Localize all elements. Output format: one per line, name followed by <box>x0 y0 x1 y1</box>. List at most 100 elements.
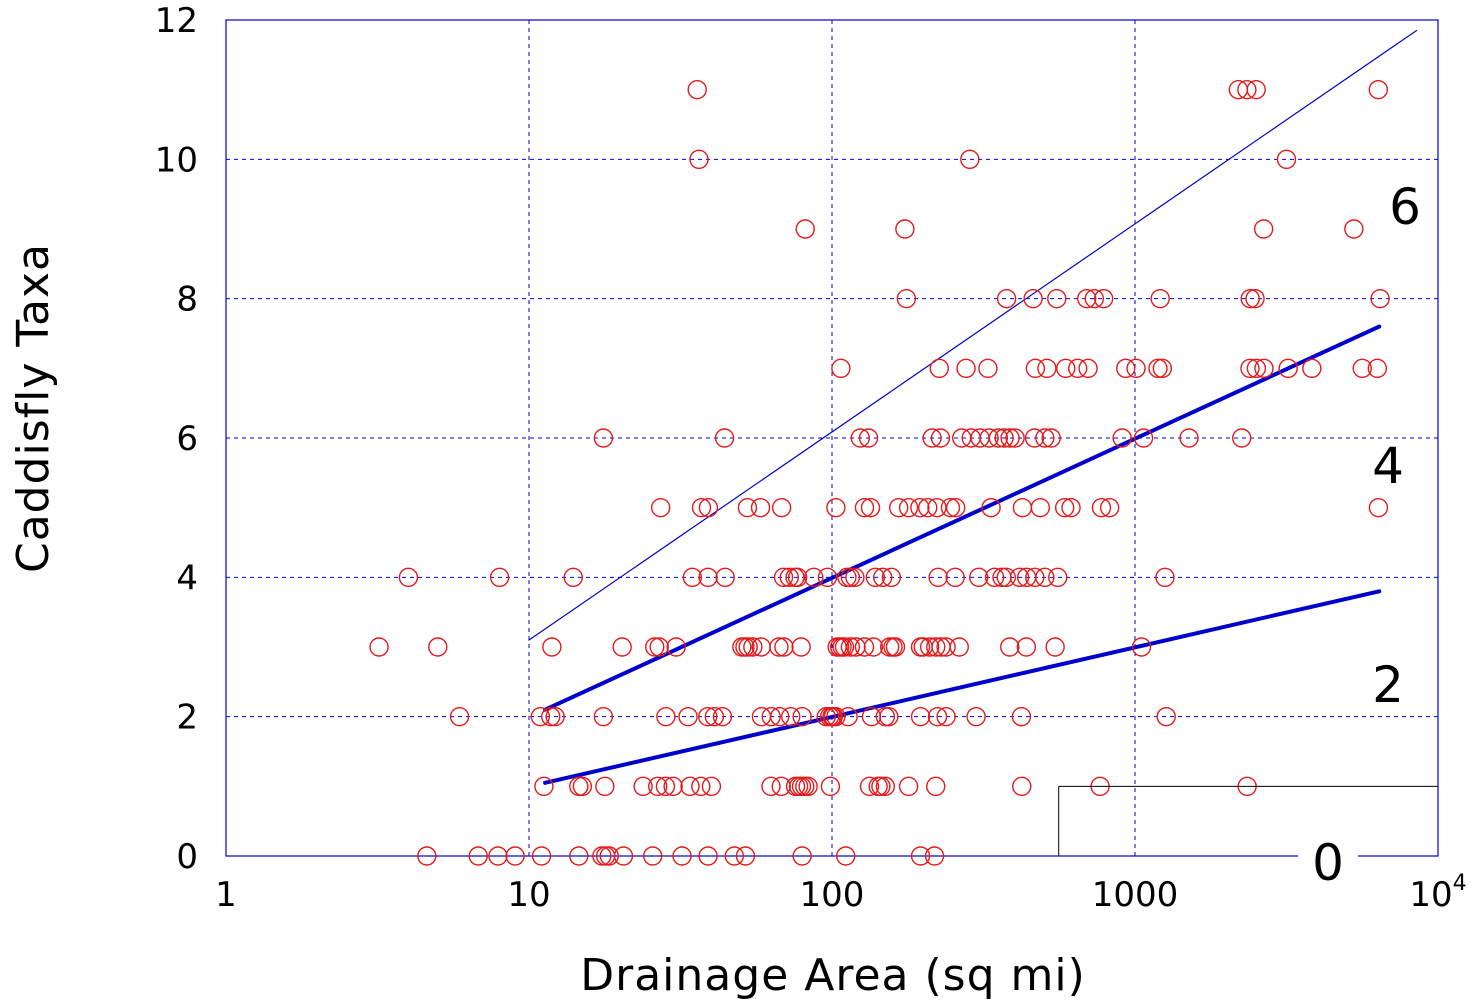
data-point <box>489 567 510 588</box>
data-point <box>672 846 692 866</box>
data-point <box>1302 358 1322 379</box>
data-point <box>771 497 792 518</box>
zone-label-background <box>1298 836 1358 892</box>
data-point <box>1030 497 1051 518</box>
data-point <box>1005 428 1025 448</box>
data-point <box>910 706 931 727</box>
data-point <box>449 706 470 727</box>
data-point <box>633 776 653 797</box>
data-point <box>642 846 663 866</box>
data-point <box>1000 637 1020 657</box>
data-point <box>1150 288 1170 309</box>
data-point <box>1068 358 1088 379</box>
data-point <box>761 706 781 727</box>
data-point <box>919 637 940 657</box>
data-point <box>612 637 632 657</box>
data-point <box>984 567 1005 588</box>
data-point <box>592 846 612 866</box>
data-point <box>996 288 1017 309</box>
data-point <box>1367 358 1388 379</box>
data-point <box>888 497 909 518</box>
data-point <box>1240 288 1260 309</box>
data-point <box>645 637 665 657</box>
data-point <box>428 637 448 657</box>
data-point <box>715 567 735 588</box>
data-point <box>771 776 791 797</box>
data-point <box>872 567 893 588</box>
data-point <box>910 497 930 518</box>
data-point <box>791 637 811 657</box>
data-point <box>779 567 800 588</box>
data-point <box>1099 497 1120 518</box>
data-point <box>798 776 818 797</box>
data-point <box>541 706 561 727</box>
data-point <box>1093 288 1114 309</box>
data-point <box>698 497 719 518</box>
data-point <box>930 428 951 448</box>
data-point <box>1276 149 1297 170</box>
data-point <box>572 776 593 797</box>
data-point <box>792 706 812 727</box>
data-point <box>691 497 712 518</box>
x-tick-label: 100 <box>800 875 865 915</box>
data-point <box>704 706 725 727</box>
data-point <box>1041 428 1061 448</box>
reference-line <box>528 29 1418 641</box>
data-point <box>738 637 758 657</box>
data-point <box>714 428 735 448</box>
zone-labels: 6 4 2 0 <box>1298 178 1435 892</box>
x-tick-label: 104 <box>1409 871 1466 915</box>
data-point <box>1156 706 1176 727</box>
zone-label-background <box>1375 180 1435 236</box>
data-point <box>1011 706 1032 727</box>
data-point <box>369 637 389 657</box>
data-point <box>994 428 1014 448</box>
data-point <box>712 706 733 727</box>
data-point <box>1077 288 1097 309</box>
data-point <box>1023 288 1043 309</box>
data-point <box>969 567 989 588</box>
data-point <box>931 637 951 657</box>
data-point <box>769 637 789 657</box>
data-point <box>648 776 668 797</box>
data-point <box>922 428 942 448</box>
data-point <box>895 219 915 239</box>
data-point <box>885 637 906 657</box>
data-point <box>795 219 815 239</box>
data-point <box>1246 79 1266 100</box>
y-tick-label: 6 <box>176 419 198 459</box>
reference-line <box>543 324 1382 712</box>
data-point <box>1045 637 1065 657</box>
data-point <box>1078 358 1098 379</box>
data-point <box>650 497 671 518</box>
data-point <box>1152 358 1173 379</box>
data-point <box>1246 358 1267 379</box>
data-point <box>1133 428 1154 448</box>
data-point <box>1370 288 1390 309</box>
zone-label: 0 <box>1312 834 1344 892</box>
data-point <box>924 846 945 866</box>
bracket-lines <box>1058 785 1438 856</box>
data-point <box>1012 497 1033 518</box>
grid-lines <box>225 19 1439 857</box>
data-point <box>613 846 634 866</box>
data-point <box>845 567 865 588</box>
data-point <box>1112 428 1132 448</box>
data-point <box>593 706 614 727</box>
data-point <box>1126 358 1146 379</box>
data-point <box>530 706 551 727</box>
data-point <box>840 567 861 588</box>
data-point <box>531 846 552 866</box>
reference-line <box>543 589 1382 785</box>
data-point <box>678 706 698 727</box>
data-point <box>1084 288 1105 309</box>
data-point <box>1253 219 1274 239</box>
data-point <box>910 846 931 866</box>
x-tick-label: 10 <box>507 875 550 915</box>
data-point <box>836 846 856 866</box>
data-point <box>850 428 871 448</box>
data-point <box>417 846 437 866</box>
zone-label: 4 <box>1372 437 1404 495</box>
data-point <box>966 706 986 727</box>
